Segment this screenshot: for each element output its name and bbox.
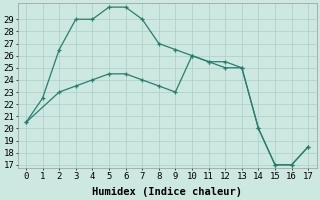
X-axis label: Humidex (Indice chaleur): Humidex (Indice chaleur) (92, 186, 242, 197)
